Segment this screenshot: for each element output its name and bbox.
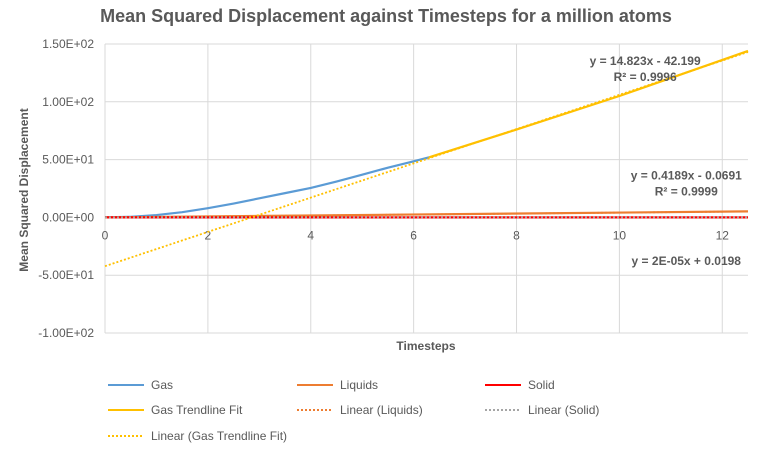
y-tick-label: -5.00E+01 — [38, 268, 94, 282]
legend-label: Linear (Liquids) — [340, 403, 423, 417]
y-tick-label: 1.00E+02 — [42, 95, 94, 109]
trendline-equation: R² = 0.9999 — [655, 184, 718, 198]
legend-label: Gas Trendline Fit — [151, 403, 243, 417]
legend-label: Gas — [151, 378, 173, 392]
legend-label: Linear (Solid) — [528, 403, 599, 417]
series-line-linear-liquids- — [104, 210, 749, 219]
y-tick-label: 0.00E+00 — [42, 210, 94, 224]
legend-label: Solid — [528, 378, 555, 392]
chart-title: Mean Squared Displacement against Timest… — [100, 6, 672, 26]
x-axis-label: Timesteps — [396, 339, 455, 353]
series-line-gas — [104, 156, 430, 219]
trendline-equation: y = 2E-05x + 0.0198 — [632, 254, 742, 268]
series-line-linear-gas-trendline-fit- — [104, 51, 749, 268]
x-tick-label: 10 — [613, 228, 627, 242]
y-axis-label: Mean Squared Displacement — [17, 108, 31, 271]
y-tick-label: 5.00E+01 — [42, 153, 94, 167]
legend-label: Liquids — [340, 378, 378, 392]
legend-label: Linear (Gas Trendline Fit) — [151, 429, 287, 443]
x-tick-label: 12 — [716, 228, 730, 242]
trendline-equation: y = 0.4189x - 0.0691 — [631, 168, 742, 182]
trendline-equation: R² = 0.9996 — [614, 70, 677, 84]
y-tick-label: -1.00E+02 — [38, 326, 94, 340]
x-tick-label: 8 — [513, 228, 520, 242]
x-tick-label: 2 — [205, 228, 212, 242]
x-tick-label: 6 — [410, 228, 417, 242]
y-tick-label: 1.50E+02 — [42, 37, 94, 51]
x-tick-label: 0 — [102, 228, 109, 242]
trendline-equation: y = 14.823x - 42.199 — [590, 54, 701, 68]
x-tick-label: 4 — [307, 228, 314, 242]
